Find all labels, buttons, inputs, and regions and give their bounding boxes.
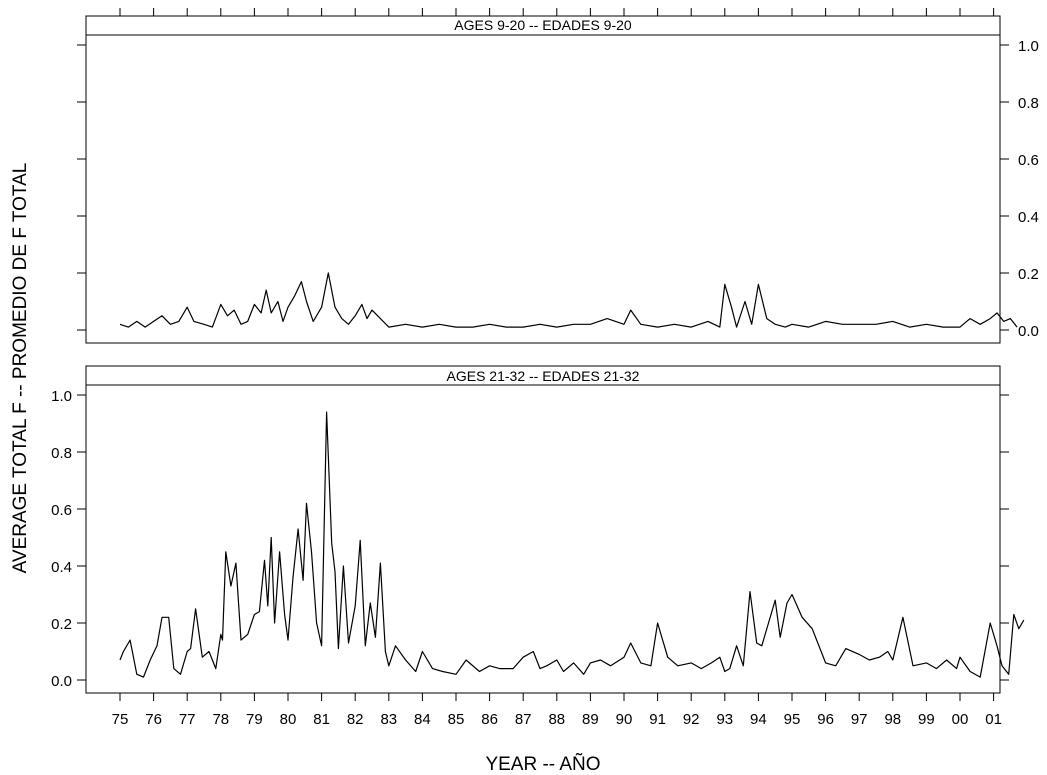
y-tick-label: 0.6 xyxy=(51,502,72,519)
y-ticks-left-minor xyxy=(77,44,86,331)
y-ticks-right-minor xyxy=(1000,394,1009,681)
panel-title: AGES 21-32 -- EDADES 21-32 xyxy=(447,368,640,384)
x-tick-label: 96 xyxy=(817,711,834,728)
x-tick-label: 91 xyxy=(649,711,666,728)
x-ticks-top xyxy=(119,8,995,16)
plot-frame xyxy=(85,34,1001,344)
x-tick-label: 83 xyxy=(380,711,397,728)
x-tick-label: 01 xyxy=(985,711,1002,728)
x-tick-label: 80 xyxy=(280,711,297,728)
x-tick-label: 79 xyxy=(246,711,263,728)
x-tick-label: 94 xyxy=(750,711,767,728)
x-tick-label: 00 xyxy=(952,711,969,728)
x-ticks-bottom: 75 76 77 78 79 80 81 82 83 84 85 86 87 88 89 90 91 92 93 94… xyxy=(112,693,1002,728)
series-line-ages-21-32 xyxy=(119,411,1025,678)
x-tick-label: 95 xyxy=(784,711,801,728)
x-axis-label: YEAR -- AÑO xyxy=(485,753,600,775)
x-tick-label: 97 xyxy=(851,711,868,728)
x-tick-label: 78 xyxy=(212,711,229,728)
y-tick-label: 0.0 xyxy=(1018,323,1039,340)
y-tick-label: 0.4 xyxy=(1018,209,1039,226)
x-tick-label: 99 xyxy=(918,711,935,728)
x-tick-label: 88 xyxy=(548,711,565,728)
y-ticks-right: 0.0 0.2 0.4 0.6 0.8 1.0 xyxy=(1000,38,1039,340)
y-tick-label: 0.6 xyxy=(1018,152,1039,169)
y-axis-label: AVERAGE TOTAL F -- PROMEDIO DE F TOTAL xyxy=(10,163,31,574)
x-tick-label: 75 xyxy=(112,711,129,728)
panel-ages-9-20: AGES 9-20 -- EDADES 9-20 0.0 0.2 0.4 0.6 0.8… xyxy=(77,8,1039,344)
x-tick-label: 98 xyxy=(884,711,901,728)
panel-title: AGES 9-20 -- EDADES 9-20 xyxy=(454,17,632,33)
panel-ages-21-32: AGES 21-32 -- EDADES 21-32 75 76 77 78 79 80 8… xyxy=(51,365,1025,728)
x-tick-label: 87 xyxy=(515,711,532,728)
x-tick-label: 86 xyxy=(481,711,498,728)
y-tick-label: 0.2 xyxy=(51,616,72,633)
y-tick-label: 0.8 xyxy=(51,445,72,462)
x-tick-label: 90 xyxy=(616,711,633,728)
x-tick-label: 92 xyxy=(683,711,700,728)
x-tick-label: 89 xyxy=(582,711,599,728)
x-tick-label: 93 xyxy=(716,711,733,728)
x-tick-label: 84 xyxy=(414,711,431,728)
series-line-ages-9-20 xyxy=(119,272,1018,328)
x-tick-label: 77 xyxy=(179,711,196,728)
y-tick-label: 0.4 xyxy=(51,559,72,576)
y-ticks-left: 0.0 0.2 0.4 0.6 0.8 1.0 xyxy=(51,388,86,690)
plot-frame xyxy=(85,384,1001,694)
x-tick-label: 85 xyxy=(448,711,465,728)
y-tick-label: 1.0 xyxy=(1018,38,1039,55)
x-tick-label: 81 xyxy=(313,711,330,728)
y-tick-label: 1.0 xyxy=(51,388,72,405)
y-tick-label: 0.2 xyxy=(1018,266,1039,283)
x-tick-label: 76 xyxy=(145,711,162,728)
y-tick-label: 0.0 xyxy=(51,673,72,690)
y-tick-label: 0.8 xyxy=(1018,95,1039,112)
x-tick-label: 82 xyxy=(347,711,364,728)
